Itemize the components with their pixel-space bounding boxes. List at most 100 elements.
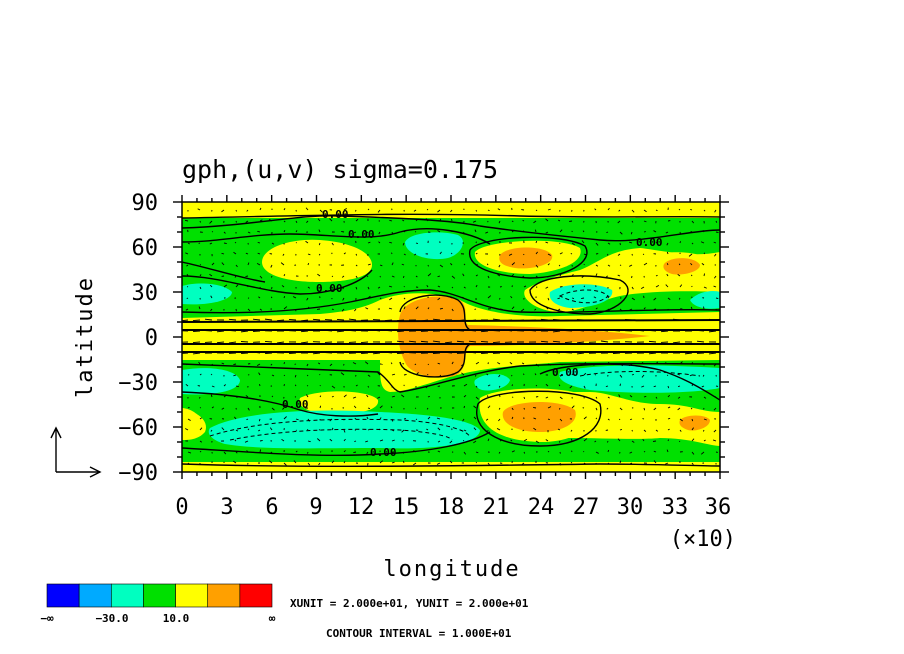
wind-arrow [324,329,333,332]
wind-arrow [540,318,549,321]
wind-arrow [348,330,357,332]
wind-arrow [618,209,621,212]
wind-arrow [576,352,585,355]
wind-arrow [432,318,441,321]
wind-arrow [533,427,537,431]
wind-arrow [199,286,202,290]
wind-arrow [199,274,202,277]
wind-arrow [247,428,250,431]
wind-arrow [269,451,273,454]
wind-arrow [528,329,537,332]
wind-arrow [210,394,213,398]
wind-arrow [306,374,309,377]
wind-arrow [456,340,465,343]
wind-arrow [390,406,393,409]
wind-arrow [283,296,286,299]
wind-arrow [257,242,261,244]
wind-arrow [713,363,717,367]
wind-arrow [211,262,215,266]
wind-arrow [451,361,454,365]
wind-arrow [235,429,239,432]
wind-arrow [583,362,587,365]
axis-ticks [173,195,729,479]
wind-arrow [595,273,598,277]
wind-arrow [294,384,297,387]
wind-arrow [342,297,345,301]
wind-arrow [306,297,309,301]
wind-arrow [593,296,597,299]
wind-arrow [679,429,682,432]
wind-arrow [631,209,635,213]
wind-arrow [557,308,561,311]
wind-arrow [504,351,513,354]
wind-arrow [355,384,358,387]
wind-arrow [607,396,610,399]
wind-arrow [340,372,345,376]
wind-arrow [391,231,394,234]
wind-arrow [223,231,226,234]
wind-arrow [570,429,573,432]
wind-arrow [552,351,561,354]
wind-arrow [258,372,261,376]
wind-arrow [463,405,465,409]
wind-arrow [336,318,345,321]
wind-arrow [643,395,647,398]
wind-arrow [268,218,273,222]
wind-arrow [499,394,501,398]
wind-arrow [552,330,561,333]
wind-arrow [216,341,225,344]
wind-arrow [233,363,237,365]
y-tick-label: 0 [145,326,158,351]
wind-arrow [247,262,250,266]
wind-arrow [641,374,645,378]
wind-arrow [666,374,669,376]
wind-arrow [450,263,453,266]
colorbar-label: ∞ [269,612,276,625]
wind-arrow [545,286,549,289]
wind-arrow [437,209,441,213]
wind-arrow [331,427,334,431]
wind-arrow [288,352,297,355]
wind-arrow [594,440,597,443]
wind-arrow [715,297,719,299]
wind-arrow [329,218,333,222]
wind-arrow [595,451,599,454]
wind-arrow [545,231,549,234]
wind-arrow [677,396,681,399]
wind-arrow [379,460,384,464]
wind-arrow [594,208,597,211]
wind-arrow [307,428,309,431]
wind-arrow [690,209,693,211]
colorbar-swatch [175,583,209,608]
wind-arrow [487,462,491,466]
wind-arrow [558,384,561,387]
wind-arrow [199,373,202,376]
wind-arrow [259,219,263,222]
wind-arrow [307,451,309,454]
wind-arrow [259,275,263,279]
wind-arrow [276,319,285,322]
wind-arrow [667,428,670,431]
wind-arrow [396,340,405,343]
wind-arrow [510,295,513,299]
wind-arrow [511,374,513,377]
wind-arrow [552,340,561,343]
wind-arrow [552,319,561,321]
wind-arrow [378,231,381,235]
wind-arrow [246,418,249,421]
wind-arrow [666,242,669,246]
colorbar-swatch [110,583,144,608]
wind-arrow [384,329,393,332]
wind-arrow [258,296,261,299]
wind-arrow [271,374,275,377]
wind-arrow [690,230,693,233]
wind-arrow [317,218,321,222]
wind-arrow [653,230,657,233]
wind-arrow [437,450,441,453]
wind-arrow [600,329,609,332]
wind-arrow [535,209,538,212]
wind-arrow [648,329,657,332]
wind-arrow [258,429,261,432]
wind-arrow [691,438,695,442]
wind-arrow [547,418,550,421]
